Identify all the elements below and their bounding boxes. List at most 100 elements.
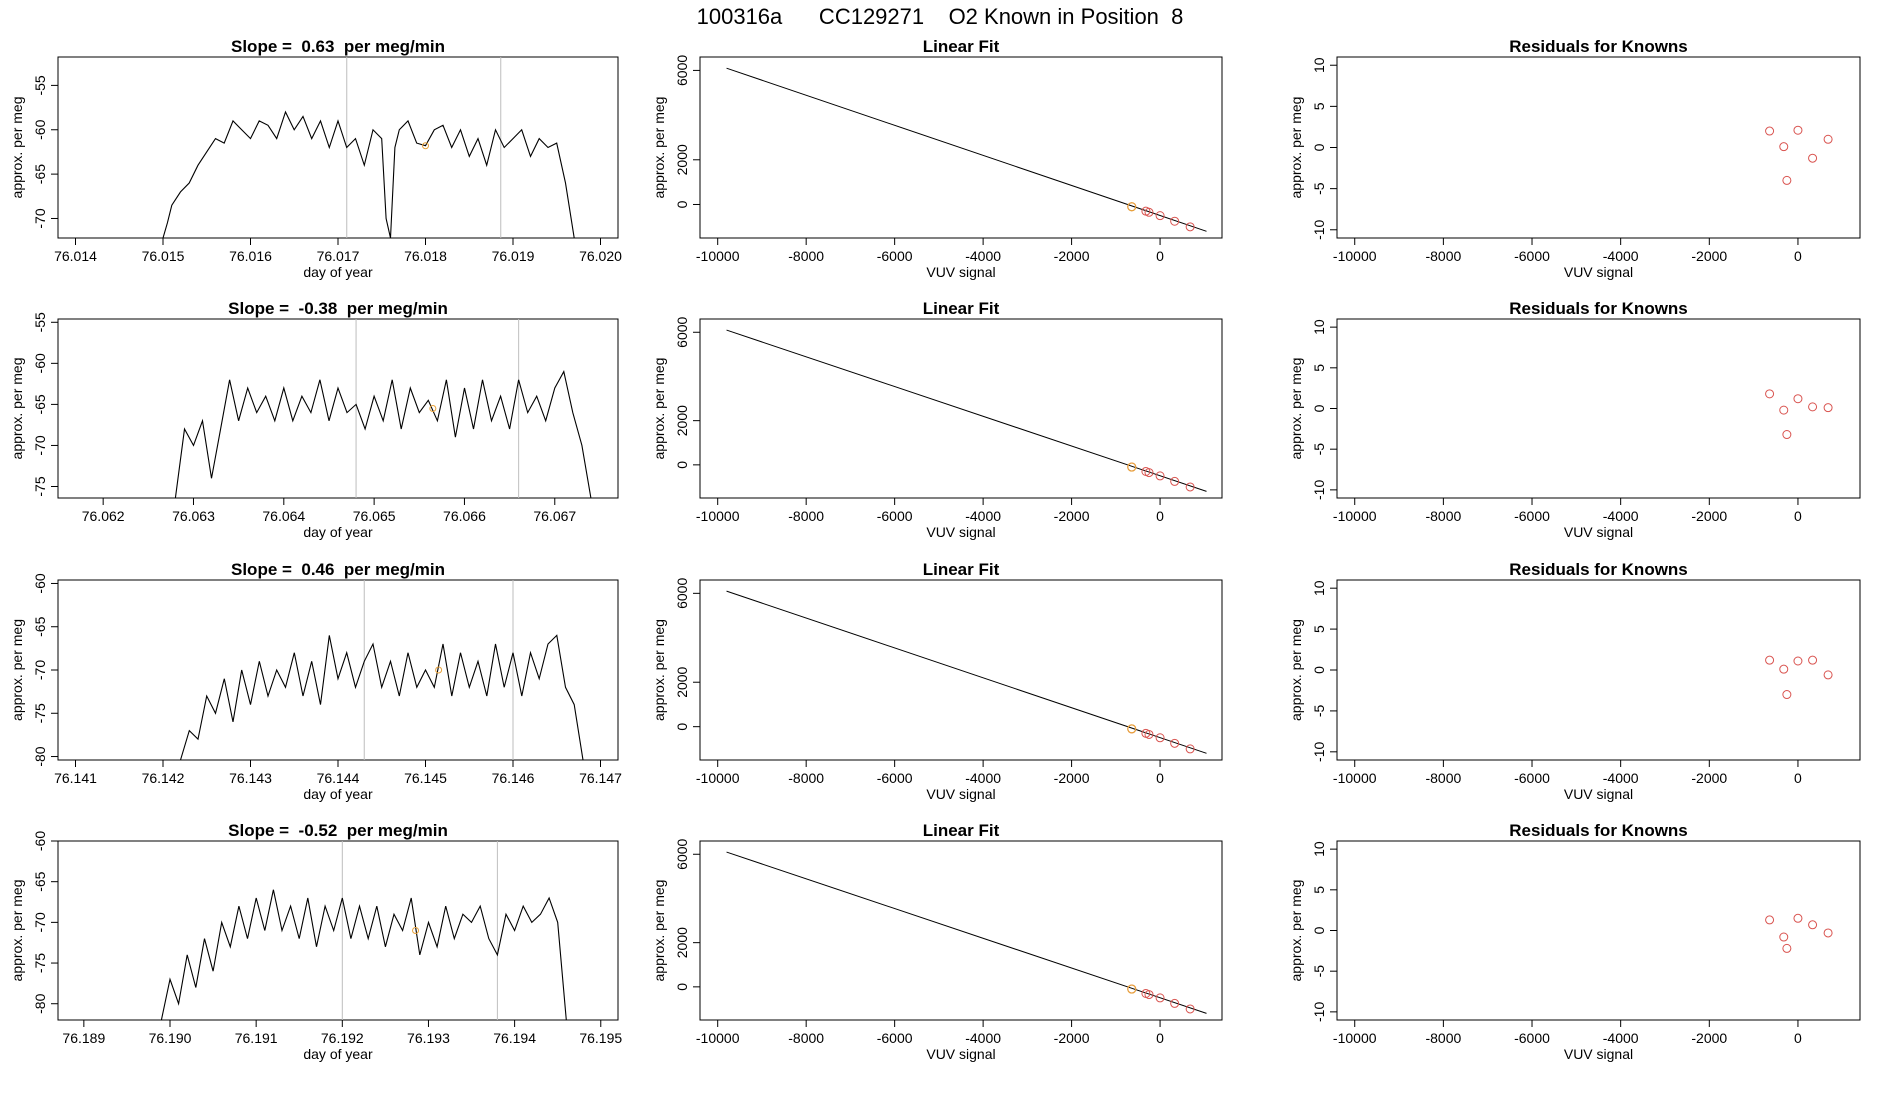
panel-3-1: Slope = 0.46 per meg/min 76.141 76.142 76.1…	[9, 560, 622, 802]
page-title: 100316a CC129271 O2 Known in Position 8	[697, 4, 1184, 29]
y-tick-label: -70	[32, 660, 48, 680]
data-point	[1170, 738, 1180, 748]
y-axis-label: approx. per meg	[651, 880, 667, 982]
data-point	[1144, 990, 1154, 1000]
y-tick-label: 5	[1311, 625, 1327, 633]
y-tick-label: -5	[1311, 704, 1327, 717]
x-tick-label: 76.145	[404, 770, 447, 786]
y-tick-label: -60	[32, 119, 48, 139]
x-tick-label: 76.146	[492, 770, 535, 786]
fit-line	[726, 329, 1207, 492]
panel-title: Slope = 0.63 per meg/min	[231, 37, 445, 56]
known-marker	[412, 927, 420, 934]
data-series-line	[160, 889, 567, 1020]
residual-point	[1823, 403, 1833, 413]
panel-2-3: Residuals for Knowns -10000 -8000 -6000 -400…	[1288, 299, 1861, 540]
data-series-line	[162, 110, 575, 238]
y-tick-label: -70	[32, 912, 48, 932]
plot-frame	[1336, 579, 1861, 761]
x-tick-label: 76.192	[321, 1030, 364, 1046]
plot-frame	[699, 840, 1223, 1021]
x-tick-label: -10000	[696, 248, 740, 264]
x-tick-label: -8000	[1425, 248, 1461, 264]
data-point	[1155, 733, 1165, 743]
y-tick-label: -5	[1311, 182, 1327, 195]
x-tick-label: -10000	[1333, 248, 1377, 264]
panel-title: Slope = -0.38 per meg/min	[228, 299, 448, 318]
y-tick-label: 10	[1311, 580, 1327, 596]
y-tick-label: -60	[32, 353, 48, 373]
x-tick-label: 0	[1794, 508, 1802, 524]
x-tick-label: -10000	[1333, 770, 1377, 786]
y-axis-label: approx. per meg	[1288, 880, 1304, 982]
x-tick-label: 76.020	[579, 248, 622, 264]
y-tick-label: 0	[674, 461, 690, 469]
data-point	[1185, 222, 1195, 232]
y-tick-label: -65	[32, 871, 48, 891]
x-tick-label: -4000	[1603, 1030, 1639, 1046]
y-axis-label: approx. per meg	[9, 358, 25, 460]
data-point	[1155, 211, 1165, 221]
x-tick-label: 76.190	[149, 1030, 192, 1046]
x-tick-label: -6000	[1514, 508, 1550, 524]
data-point	[1185, 1004, 1195, 1014]
plot-data	[726, 329, 1207, 492]
y-tick-label: 0	[1311, 666, 1327, 674]
x-axis-label: VUV signal	[926, 786, 995, 802]
residual-point	[1782, 175, 1792, 185]
plot-data	[179, 580, 584, 760]
x-tick-label: -8000	[788, 1030, 824, 1046]
x-tick-label: 76.063	[172, 508, 215, 524]
plot-frame	[699, 318, 1223, 499]
x-tick-label: -8000	[788, 248, 824, 264]
x-tick-label: -8000	[788, 508, 824, 524]
panel-2-2: Linear Fit -10000 -8000 -6000 -4000 -2000 0 VUV…	[651, 299, 1223, 540]
residual-point	[1765, 655, 1775, 665]
y-tick-label: -10	[1311, 741, 1327, 761]
y-tick-label: -65	[32, 616, 48, 636]
residual-point	[1765, 126, 1775, 136]
fit-line	[726, 590, 1207, 754]
x-tick-label: 76.194	[493, 1030, 536, 1046]
x-tick-label: 76.144	[317, 770, 360, 786]
data-point-highlight	[1127, 462, 1137, 472]
x-axis-label: day of year	[303, 524, 373, 540]
plot-data	[1765, 913, 1833, 953]
fit-line	[726, 67, 1207, 232]
x-tick-label: 76.015	[142, 248, 185, 264]
plot-frame	[57, 56, 619, 239]
y-tick-label: -5	[1311, 443, 1327, 456]
fit-line	[726, 851, 1207, 1014]
panel-1-1: Slope = 0.63 per meg/min 76.014 76.015 76.0…	[9, 37, 622, 280]
plot-data	[726, 851, 1207, 1014]
x-tick-label: 0	[1156, 1030, 1164, 1046]
plot-frame	[57, 579, 619, 761]
y-tick-label: -70	[32, 435, 48, 455]
y-axis-label: approx. per meg	[651, 97, 667, 199]
residual-point	[1808, 402, 1818, 412]
y-tick-label: -80	[32, 746, 48, 766]
x-tick-label: -10000	[1333, 1030, 1377, 1046]
x-tick-label: -4000	[965, 1030, 1001, 1046]
residual-point	[1823, 670, 1833, 680]
y-tick-label: -55	[32, 75, 48, 95]
x-tick-label: 0	[1156, 248, 1164, 264]
panel-2-1: Slope = -0.38 per meg/min 76.062 76.063 76.…	[9, 299, 619, 540]
x-tick-label: 0	[1794, 770, 1802, 786]
data-point	[1144, 468, 1154, 478]
x-tick-label: 76.066	[443, 508, 486, 524]
panel-title: Slope = -0.52 per meg/min	[228, 821, 448, 840]
panel-3-2: Linear Fit -10000 -8000 -6000 -4000 -2000 0 VUV…	[651, 560, 1223, 802]
y-tick-label: 2000	[674, 144, 690, 175]
x-tick-label: -6000	[1514, 770, 1550, 786]
residual-point	[1793, 125, 1803, 135]
plot-data	[1765, 655, 1833, 700]
data-point	[1155, 471, 1165, 481]
x-tick-label: -8000	[788, 770, 824, 786]
x-tick-label: -2000	[1691, 1030, 1727, 1046]
data-point	[1185, 744, 1195, 754]
plot-frame	[57, 318, 619, 499]
residual-point	[1765, 915, 1775, 925]
plot-data	[1765, 125, 1833, 185]
x-tick-label: -4000	[965, 508, 1001, 524]
